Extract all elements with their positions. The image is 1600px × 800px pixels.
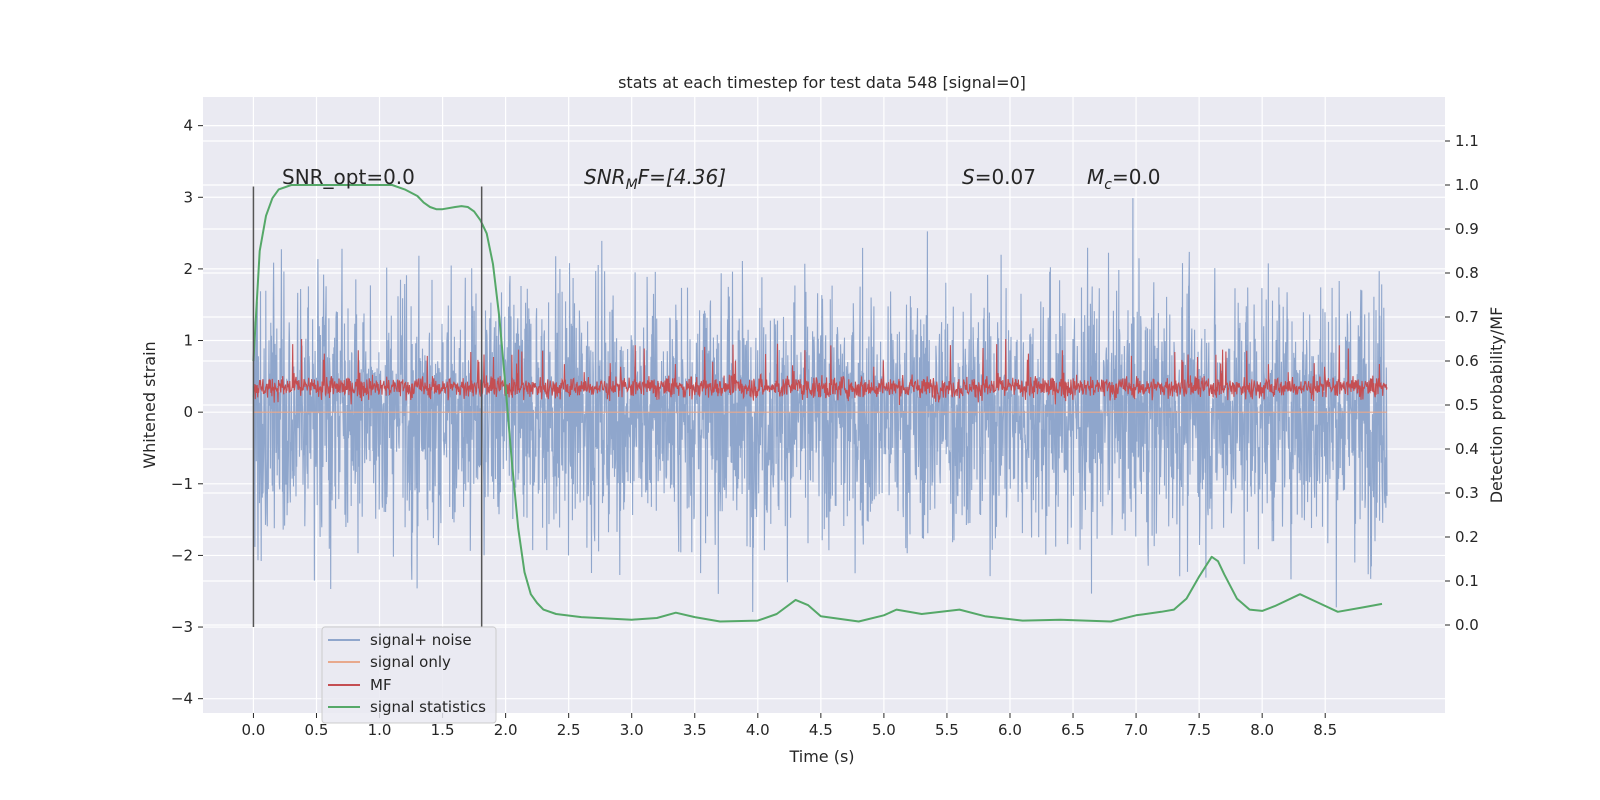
y-right-tick-label: 0.3 — [1455, 484, 1479, 502]
x-tick-label: 6.0 — [998, 721, 1022, 739]
legend-label-mf: MF — [370, 676, 392, 694]
y-right-tick-label: 0.1 — [1455, 572, 1479, 590]
y-tick-label: −2 — [171, 546, 193, 564]
x-tick-label: 2.5 — [557, 721, 581, 739]
x-tick-label: 6.5 — [1061, 721, 1085, 739]
x-tick-label: 8.5 — [1313, 721, 1337, 739]
y-right-tick-label: 0.7 — [1455, 308, 1479, 326]
legend-label-signal-statistics: signal statistics — [370, 698, 486, 716]
y-right-tick-label: 0.0 — [1455, 616, 1479, 634]
y-right-tick-label: 1.1 — [1455, 132, 1479, 150]
y-axis-right-label: Detection probability/MF — [1487, 307, 1506, 504]
y-tick-label: 2 — [183, 260, 193, 278]
y-right-tick-label: 0.5 — [1455, 396, 1479, 414]
x-tick-label: 1.5 — [431, 721, 455, 739]
x-axis-label: Time (s) — [788, 747, 854, 766]
x-tick-label: 0.5 — [305, 721, 329, 739]
x-tick-label: 1.0 — [368, 721, 392, 739]
x-tick-label: 8.0 — [1250, 721, 1274, 739]
chart-title: stats at each timestep for test data 548… — [618, 73, 1026, 92]
x-tick-label: 7.0 — [1124, 721, 1148, 739]
y-tick-label: −1 — [171, 475, 193, 493]
x-tick-label: 7.5 — [1187, 721, 1211, 739]
legend: signal+ noise signal only MF signal stat… — [321, 626, 497, 724]
y-right-tick-label: 0.6 — [1455, 352, 1479, 370]
x-tick-label: 4.0 — [746, 721, 770, 739]
y-tick-label: 3 — [183, 188, 193, 206]
annotation-snr-opt: SNR_opt=0.0 — [282, 165, 415, 189]
x-tick-label: 2.0 — [494, 721, 518, 739]
legend-label-signal-noise: signal+ noise — [370, 631, 472, 649]
y-tick-label: 4 — [183, 117, 193, 135]
y-right-tick-label: 0.9 — [1455, 220, 1479, 238]
y-tick-label: −4 — [171, 690, 193, 708]
y-axis-label: Whitened strain — [140, 341, 159, 468]
y-right-tick-label: 1.0 — [1455, 176, 1479, 194]
annotation-mc: Mc=0.0 — [1087, 165, 1161, 193]
x-tick-label: 4.5 — [809, 721, 833, 739]
y-tick-label: 1 — [183, 332, 193, 350]
x-tick-label: 5.5 — [935, 721, 959, 739]
legend-box — [321, 626, 497, 724]
series-mf — [252, 338, 1388, 406]
annotation-s: S=0.07 — [962, 165, 1036, 189]
x-tick-label: 0.0 — [242, 721, 266, 739]
y-right-tick-label: 0.2 — [1455, 528, 1479, 546]
series-signal-statistics — [252, 184, 1383, 623]
y-tick-label: 0 — [183, 403, 193, 421]
y-tick-label: −3 — [171, 618, 193, 636]
x-tick-label: 3.0 — [620, 721, 644, 739]
x-tick-label: 3.5 — [683, 721, 707, 739]
legend-label-signal-only: signal only — [370, 653, 451, 671]
y-right-tick-label: 0.4 — [1455, 440, 1479, 458]
x-tick-label: 5.0 — [872, 721, 896, 739]
y-right-tick-label: 0.8 — [1455, 264, 1479, 282]
annotation-snr-mf: SNRMF=[4.36] — [584, 165, 726, 193]
